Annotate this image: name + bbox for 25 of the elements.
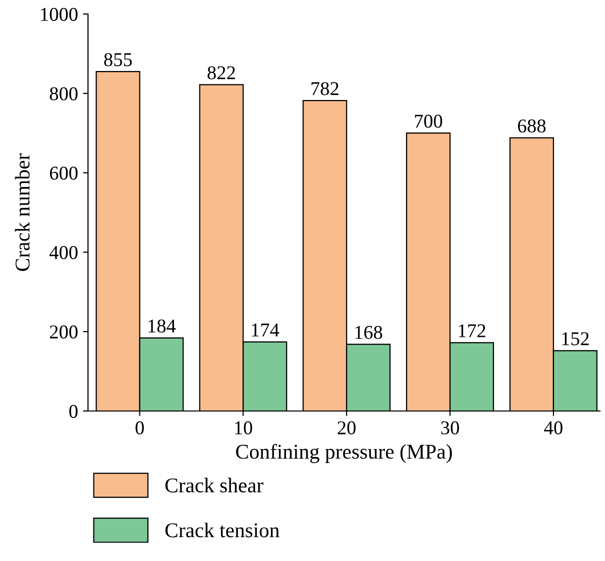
data-label: 822 bbox=[208, 66, 235, 80]
data-label: 152 bbox=[562, 332, 589, 346]
y-axis-title: Crack number bbox=[14, 153, 30, 271]
data-label: 700 bbox=[415, 114, 442, 128]
x-tick-label: 40 bbox=[544, 421, 562, 434]
y-tick-label: 0 bbox=[69, 404, 78, 418]
y-tick-label: 200 bbox=[50, 325, 78, 339]
data-label: 184 bbox=[148, 319, 176, 333]
data-label: 855 bbox=[104, 53, 132, 66]
y-tick-label: 1000 bbox=[41, 8, 78, 21]
y-tick-label: 600 bbox=[50, 166, 78, 180]
x-tick-label: 0 bbox=[136, 421, 144, 434]
data-label: 168 bbox=[355, 326, 382, 339]
y-tick-label: 800 bbox=[50, 87, 78, 100]
data-label: 688 bbox=[518, 119, 546, 133]
data-label: 172 bbox=[458, 324, 486, 338]
x-tick-label: 20 bbox=[338, 421, 356, 434]
x-tick-label: 30 bbox=[441, 421, 459, 434]
x-tick-label: 10 bbox=[235, 421, 252, 434]
y-tick-label: 400 bbox=[49, 246, 78, 260]
x-axis-title: Confining pressure (MPa) bbox=[236, 444, 452, 464]
legend-label: Crack shear bbox=[165, 478, 264, 492]
legend-label: Crack tension bbox=[165, 522, 280, 538]
data-label: 782 bbox=[312, 82, 338, 96]
data-label: 174 bbox=[252, 324, 280, 336]
